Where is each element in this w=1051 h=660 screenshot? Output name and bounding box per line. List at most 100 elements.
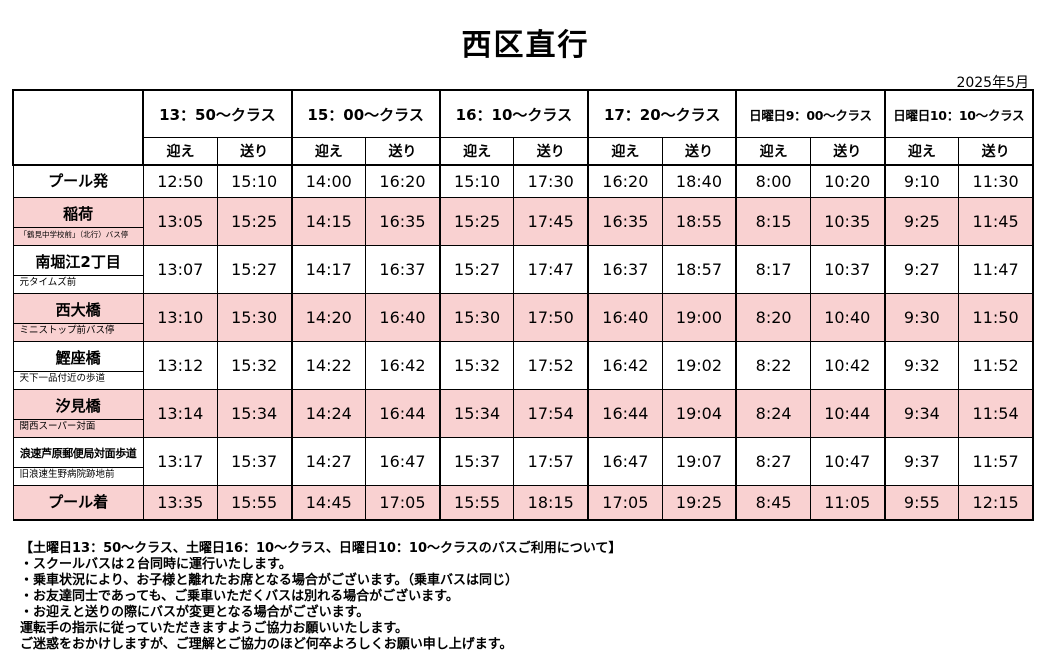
pickup-time: 16:42 bbox=[587, 340, 663, 390]
notes-section: 【土曜日13：50〜クラス、土曜日16：10〜クラス、日曜日10：10〜クラスの… bbox=[20, 541, 621, 653]
dropoff-time: 18:40 bbox=[661, 164, 738, 198]
dropoff-time: 17:47 bbox=[513, 244, 590, 294]
class-header: 17：20〜クラス bbox=[587, 89, 738, 138]
pickup-time: 8:20 bbox=[735, 292, 811, 342]
dropoff-time: 15:32 bbox=[216, 340, 293, 390]
stop-name: プール着 bbox=[48, 493, 109, 512]
pickup-time: 13:12 bbox=[142, 340, 218, 390]
class-header: 15：00〜クラス bbox=[290, 89, 441, 138]
note-line: ご迷惑をおかけしますが、ご理解とご協力のほど何卒よろしくお願い申し上げます。 bbox=[20, 637, 513, 652]
stop-location-note: 天下一品付近の歩道 bbox=[14, 370, 143, 386]
stop-name: 西大橋 bbox=[55, 300, 101, 319]
dropoff-time: 19:04 bbox=[661, 388, 738, 438]
dropoff-time: 15:10 bbox=[216, 164, 293, 198]
dropoff-time: 18:57 bbox=[661, 244, 738, 294]
dropoff-time: 17:45 bbox=[513, 196, 590, 246]
stop-name: プール発 bbox=[48, 172, 109, 191]
dropoff-time: 17:57 bbox=[513, 436, 590, 486]
class-header: 13：50〜クラス bbox=[142, 89, 293, 138]
stop-name: 浪速芦原郵便局対面歩道 bbox=[19, 446, 137, 460]
dropoff-time: 17:05 bbox=[365, 484, 441, 521]
pickup-time: 16:20 bbox=[587, 164, 663, 198]
corner-cell bbox=[11, 89, 145, 166]
dropoff-header: 送り bbox=[216, 137, 293, 166]
dropoff-time: 16:42 bbox=[365, 340, 441, 390]
dropoff-time: 10:40 bbox=[809, 292, 886, 342]
stop-cell: プール着 bbox=[12, 484, 144, 521]
pickup-time: 17:05 bbox=[587, 484, 663, 521]
pickup-time: 14:15 bbox=[290, 196, 367, 246]
dropoff-time: 15:34 bbox=[216, 388, 293, 438]
note-line: ・乗車状況により、お子様と離れたお席となる場合がございます。（乗車バスは同じ） bbox=[20, 573, 519, 588]
dropoff-time: 15:27 bbox=[216, 244, 293, 294]
pickup-time: 9:27 bbox=[884, 244, 960, 294]
pickup-time: 9:32 bbox=[884, 340, 960, 390]
pickup-header: 迎え bbox=[735, 137, 811, 166]
dropoff-time: 10:44 bbox=[809, 388, 886, 438]
stop-name: 稲荷 bbox=[63, 204, 94, 223]
class-header: 16：10〜クラス bbox=[438, 89, 590, 138]
pickup-time: 14:27 bbox=[290, 436, 367, 486]
dropoff-time: 16:35 bbox=[365, 196, 441, 246]
dropoff-time: 19:07 bbox=[661, 436, 738, 486]
dropoff-time: 19:02 bbox=[661, 340, 738, 390]
dropoff-time: 11:05 bbox=[809, 484, 886, 521]
stop-cell: 稲荷 「鶴見中学校前」（北行）バス停 bbox=[12, 196, 144, 246]
dropoff-time: 17:50 bbox=[513, 292, 590, 342]
pickup-time: 8:22 bbox=[735, 340, 811, 390]
dropoff-time: 17:54 bbox=[513, 388, 590, 438]
pickup-time: 8:27 bbox=[735, 436, 811, 486]
pickup-time: 15:10 bbox=[439, 164, 515, 198]
stop-cell: プール発 bbox=[12, 164, 144, 198]
issue-date: 2025年5月 bbox=[956, 75, 1029, 91]
note-line: ・お迎えと送りの際にバスが変更となる場合がございます。 bbox=[20, 605, 370, 620]
dropoff-time: 19:25 bbox=[661, 484, 738, 521]
stop-location-note: 旧浪速生野病院跡地前 bbox=[14, 466, 143, 482]
dropoff-time: 11:57 bbox=[958, 436, 1035, 486]
dropoff-time: 15:30 bbox=[216, 292, 293, 342]
notes-heading: 【土曜日13：50〜クラス、土曜日16：10〜クラス、日曜日10：10〜クラスの… bbox=[20, 541, 622, 556]
dropoff-time: 10:35 bbox=[809, 196, 886, 246]
stop-cell: 南堀江2丁目 元タイムズ前 bbox=[12, 244, 144, 294]
dropoff-time: 15:37 bbox=[216, 436, 293, 486]
note-line: ・スクールバスは２台同時に運行いたします。 bbox=[20, 557, 292, 572]
dropoff-time: 18:15 bbox=[513, 484, 590, 521]
dropoff-time: 17:30 bbox=[513, 164, 590, 198]
pickup-time: 8:00 bbox=[735, 164, 811, 198]
stop-name: 鰹座橋 bbox=[55, 348, 101, 367]
stop-name: 南堀江2丁目 bbox=[35, 252, 121, 271]
dropoff-time: 11:47 bbox=[958, 244, 1035, 294]
timetable-row: 鰹座橋 天下一品付近の歩道 13:12 15:32 14:22 16:42 15:32 17:… bbox=[12, 340, 1035, 390]
dropoff-header: 送り bbox=[661, 137, 738, 166]
pickup-time: 13:14 bbox=[142, 388, 218, 438]
dropoff-header: 送り bbox=[809, 137, 886, 166]
pickup-time: 13:10 bbox=[142, 292, 218, 342]
stop-cell: 西大橋 ミニストップ前バス停 bbox=[12, 292, 144, 342]
pickup-time: 16:44 bbox=[587, 388, 663, 438]
dropoff-time: 11:52 bbox=[958, 340, 1035, 390]
pickup-header: 迎え bbox=[142, 137, 218, 166]
pickup-time: 14:00 bbox=[290, 164, 367, 198]
pickup-time: 8:17 bbox=[735, 244, 811, 294]
pickup-time: 14:45 bbox=[290, 484, 367, 521]
page-title: 西区直行 bbox=[461, 28, 590, 63]
pickup-time: 15:32 bbox=[439, 340, 515, 390]
dropoff-time: 15:55 bbox=[216, 484, 293, 521]
pickup-time: 9:34 bbox=[884, 388, 960, 438]
dropoff-time: 12:15 bbox=[958, 484, 1035, 521]
pickup-time: 9:37 bbox=[884, 436, 960, 486]
dropoff-header: 送り bbox=[365, 137, 441, 166]
pickup-header: 迎え bbox=[587, 137, 663, 166]
pickup-time: 9:30 bbox=[884, 292, 960, 342]
dropoff-time: 11:50 bbox=[958, 292, 1035, 342]
pickup-time: 13:07 bbox=[142, 244, 218, 294]
pickup-time: 15:27 bbox=[439, 244, 515, 294]
note-line: ・お友達同士であっても、ご乗車いただくバスは別れる場合がございます。 bbox=[20, 589, 459, 604]
pickup-time: 15:34 bbox=[439, 388, 515, 438]
stop-cell: 汐見橋 関西スーパー対面 bbox=[12, 388, 144, 438]
timetable-row: 稲荷 「鶴見中学校前」（北行）バス停 13:05 15:25 14:15 16:35 15:… bbox=[12, 196, 1035, 246]
pickup-time: 9:55 bbox=[884, 484, 960, 521]
bus-timetable: 13：50〜クラス 15：00〜クラス 16：10〜クラス 17：20〜クラス … bbox=[11, 89, 1035, 521]
pickup-time: 12:50 bbox=[142, 164, 218, 198]
dropoff-time: 19:00 bbox=[661, 292, 738, 342]
